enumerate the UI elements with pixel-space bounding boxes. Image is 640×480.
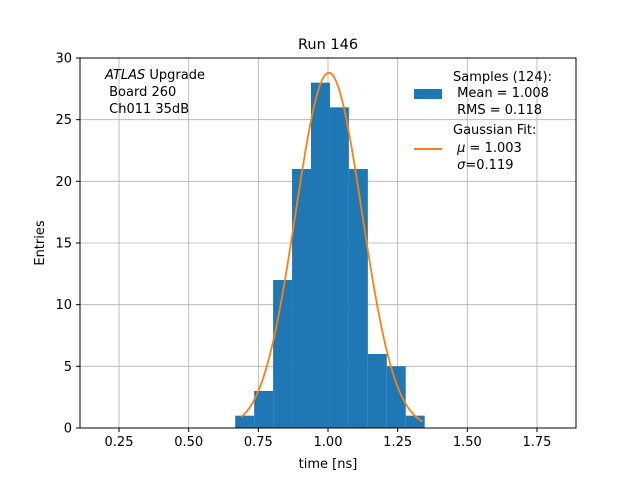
axis-ticks: 0.25 0.50 0.75 1.00 1.25 1.50 1.75 0 5 10 15 20 25 30: [55, 52, 551, 451]
x-tick-label-3: 1.00: [314, 435, 343, 450]
x-tick-label-0: 0.25: [105, 435, 134, 450]
mu-symbol: μ: [456, 141, 465, 156]
upgrade-label: Upgrade: [145, 68, 205, 83]
gaussian-fit: [241, 71, 424, 423]
x-tick-label-2: 0.75: [244, 435, 273, 450]
histogram-bar-3: [292, 169, 312, 428]
y-tick-label-5: 25: [55, 113, 72, 128]
legend-samples-rms: RMS = 0.118: [453, 103, 542, 118]
annotation-line-1: ATLAS Upgrade: [104, 68, 205, 83]
plot-frame: [79, 57, 577, 429]
histogram-bar-0: [235, 415, 255, 428]
y-axis-label: Entries: [33, 220, 48, 266]
legend-swatch-samples: [414, 89, 442, 99]
legend: Samples (124): Mean = 1.008 RMS = 0.118 …: [414, 70, 552, 173]
histogram-bar-8: [386, 366, 406, 428]
legend-fit-sigma-value: =0.119: [465, 158, 513, 173]
legend-fit-title: Gaussian Fit:: [453, 123, 536, 138]
histogram-bar-1: [254, 391, 274, 428]
sigma-symbol: σ: [457, 158, 466, 173]
histogram-bar-5: [329, 107, 349, 428]
legend-samples-mean: Mean = 1.008: [453, 86, 549, 101]
legend-samples-title: Samples (124):: [453, 70, 552, 85]
annotation-line-3: Ch011 35dB: [105, 102, 189, 117]
x-axis-label: time [ns]: [299, 457, 358, 472]
legend-fit-mu-value: 1.003: [480, 141, 521, 156]
histogram-bars: [235, 82, 425, 429]
annotation-block: ATLAS Upgrade Board 260 Ch011 35dB: [104, 68, 205, 117]
y-tick-label-1: 5: [64, 360, 72, 375]
y-tick-label-0: 0: [64, 422, 72, 437]
x-tick-label-4: 1.25: [383, 435, 412, 450]
legend-fit-sigma: σ=0.119: [453, 158, 514, 173]
histogram-bar-6: [348, 169, 368, 428]
histogram-bar-7: [367, 354, 387, 428]
y-tick-label-6: 30: [55, 52, 72, 67]
x-tick-label-6: 1.75: [523, 435, 552, 450]
legend-fit-mu: μ = 1.003: [453, 141, 522, 156]
atlas-label: ATLAS: [104, 68, 145, 83]
histogram-bar-4: [311, 82, 330, 429]
gaussian-fit-line: [241, 71, 424, 423]
chart-title: Run 146: [298, 37, 358, 53]
x-tick-label-1: 0.50: [174, 435, 203, 450]
histogram-bar-2: [273, 280, 293, 428]
histogram-bar-9: [405, 415, 425, 428]
y-tick-label-4: 20: [55, 175, 72, 190]
y-tick-label-2: 10: [55, 298, 72, 313]
annotation-line-2: Board 260: [105, 85, 176, 100]
x-tick-label-5: 1.50: [453, 435, 482, 450]
y-tick-label-3: 15: [55, 237, 72, 252]
